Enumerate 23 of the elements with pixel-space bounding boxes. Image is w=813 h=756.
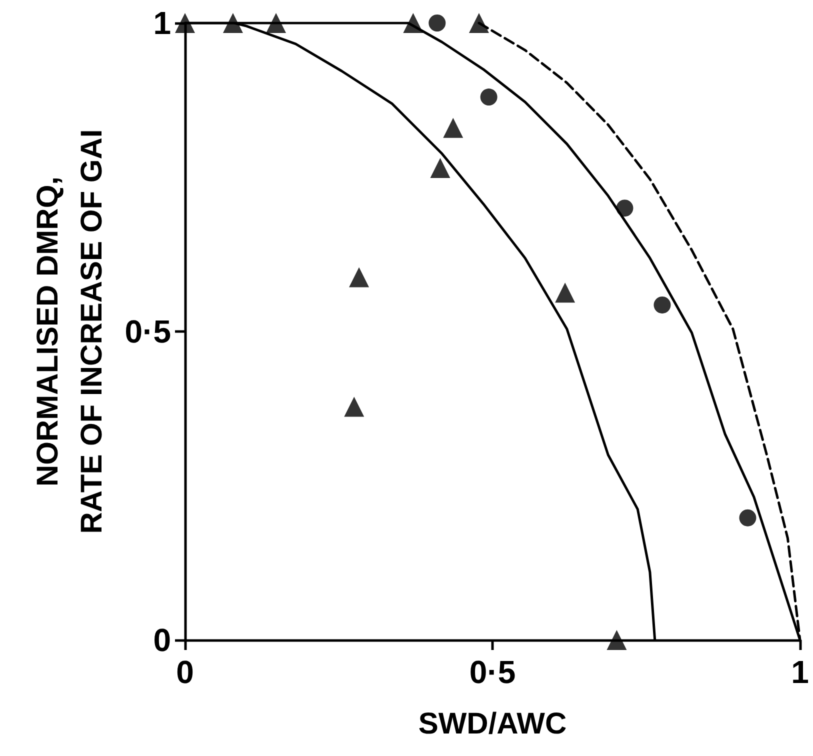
point: [344, 396, 364, 417]
point: [403, 13, 424, 33]
y-tick-label: 0: [153, 622, 171, 658]
point: [266, 13, 286, 33]
point: [654, 296, 671, 314]
point: [468, 13, 489, 33]
point: [480, 88, 498, 106]
y-tick-label: 1: [153, 5, 171, 41]
point: [616, 200, 634, 217]
x-tick-label: 0: [176, 654, 194, 690]
y-axis-title: NORMALISED DMRQ, RATE OF INCREASE OF GAI: [31, 129, 108, 534]
x-tick-label: 0·5: [469, 654, 516, 690]
point: [555, 282, 576, 303]
x-axis-title: SWD/AWC: [418, 708, 567, 740]
y-tick-label: 0·5: [124, 314, 171, 350]
point: [606, 630, 627, 650]
point: [428, 14, 446, 32]
point: [430, 158, 450, 178]
point: [349, 267, 370, 288]
x-tick-label: 1: [791, 654, 809, 690]
point: [222, 13, 243, 33]
point: [443, 118, 464, 138]
point: [739, 509, 756, 526]
